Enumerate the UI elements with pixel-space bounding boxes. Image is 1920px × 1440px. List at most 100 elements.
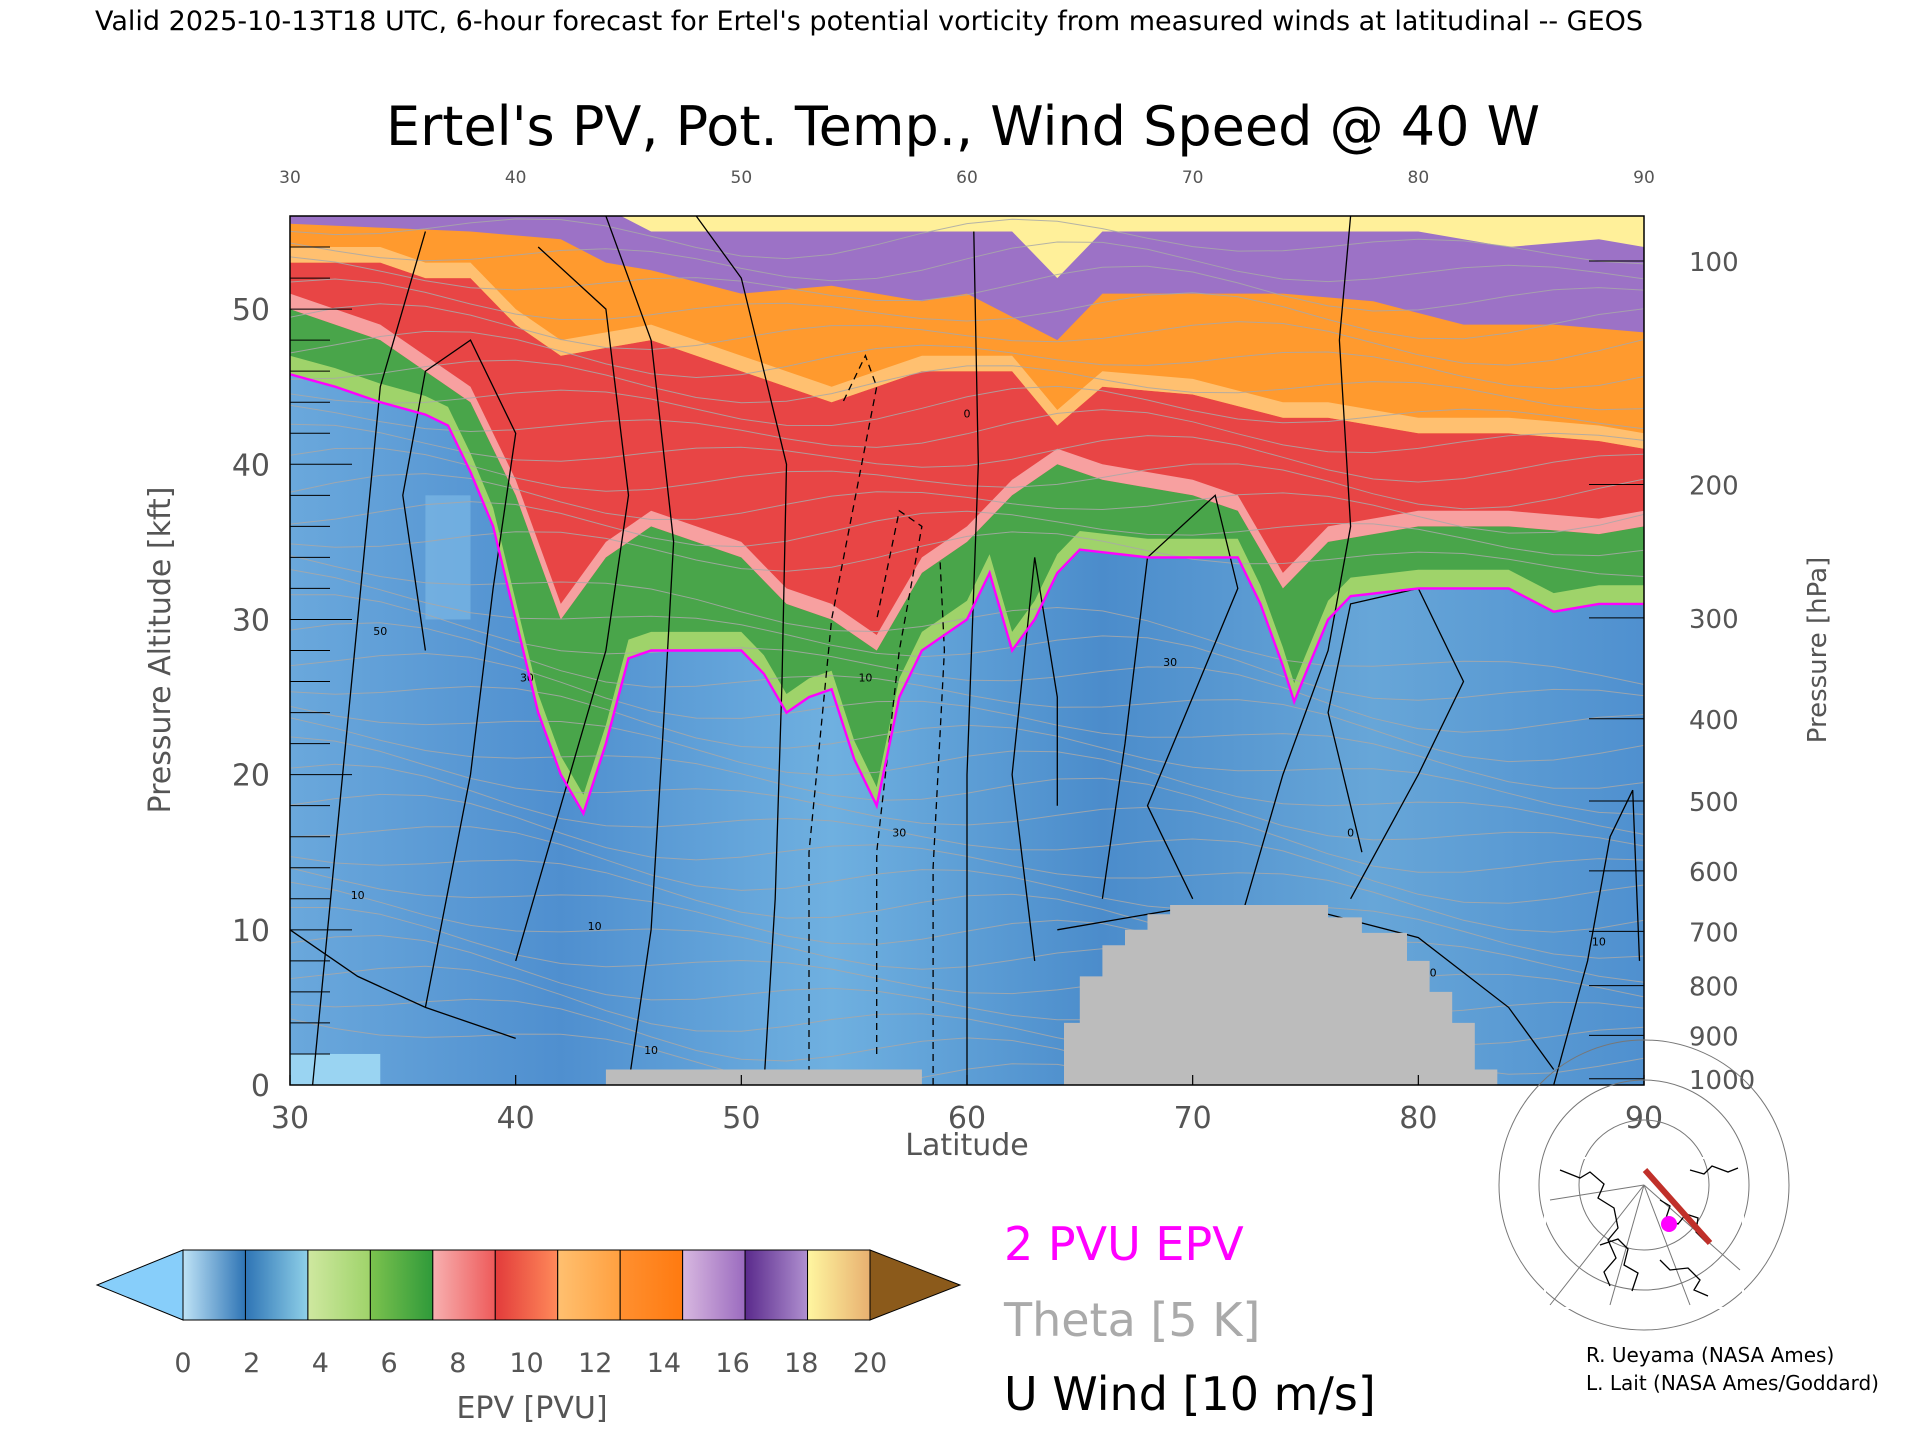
colorbar-segment bbox=[744, 1249, 809, 1321]
x-top-tick-label: 80 bbox=[1408, 168, 1430, 188]
u-wind-contour bbox=[402, 339, 517, 1008]
terrain-mask bbox=[605, 905, 1498, 1085]
theta-contour bbox=[290, 652, 1644, 789]
u-wind-contour-label: 0 bbox=[964, 408, 971, 421]
colorbar-tick-label: 20 bbox=[853, 1348, 887, 1379]
colorbar-tick-label: 4 bbox=[312, 1348, 329, 1379]
tropopause-2pvu bbox=[290, 373, 1644, 817]
colorbar-tick-label: 16 bbox=[715, 1348, 749, 1379]
x-top-tick-label: 50 bbox=[731, 168, 753, 188]
theta-contour bbox=[290, 501, 1644, 557]
colorbar-tick-label: 10 bbox=[509, 1348, 543, 1379]
theta-contour bbox=[290, 241, 1644, 283]
chart-title: Ertel's PV, Pot. Temp., Wind Speed @ 40 … bbox=[386, 95, 1540, 158]
y-tick-label: 50 bbox=[232, 293, 270, 328]
x-top-tick-label: 60 bbox=[956, 168, 978, 188]
colorbar-tick-label: 2 bbox=[243, 1348, 260, 1379]
colorbar-segment bbox=[807, 1249, 871, 1321]
forecast-banner: Valid 2025-10-13T18 UTC, 6-hour forecast… bbox=[95, 6, 1643, 37]
u-wind-contour-label: 10 bbox=[858, 672, 872, 685]
theta-contour bbox=[290, 447, 1644, 510]
pressure-tick-label: 300 bbox=[1689, 605, 1739, 635]
y-tick-label: 40 bbox=[232, 448, 270, 483]
theta-contour bbox=[290, 531, 1644, 577]
pressure-tick-label: 500 bbox=[1689, 788, 1739, 818]
inset-coastlines bbox=[1559, 1165, 1739, 1297]
theta-contour bbox=[290, 278, 1644, 340]
colorbar-segment bbox=[432, 1249, 496, 1321]
u-wind-contour-label: 10 bbox=[351, 889, 365, 902]
inset-cross-section-track bbox=[1642, 1168, 1713, 1245]
pressure-tick-label: 400 bbox=[1689, 706, 1739, 736]
pressure-tick-label: 900 bbox=[1689, 1022, 1739, 1052]
pv-band-yellow bbox=[621, 216, 1644, 279]
axes: 3030404050506060707080809090010203040501… bbox=[232, 168, 1755, 1136]
colorbar-tick-label: 6 bbox=[381, 1348, 398, 1379]
colorbar-under-arrow bbox=[95, 1249, 184, 1321]
theta-contour bbox=[290, 330, 1644, 390]
colorbar-tick-label: 14 bbox=[647, 1348, 681, 1379]
u-wind-contour-label: 0 bbox=[1347, 827, 1354, 840]
u-wind-contour bbox=[605, 216, 675, 1085]
pressure-tick-label: 100 bbox=[1689, 248, 1739, 278]
inset-location-marker bbox=[1661, 1216, 1677, 1232]
theta-contour bbox=[290, 594, 1644, 733]
u-wind-contour bbox=[1553, 789, 1641, 1085]
u-wind-contour-negative bbox=[876, 509, 923, 1054]
u-wind-contour-label: 10 bbox=[1592, 935, 1606, 948]
y-tick-label: 30 bbox=[232, 603, 270, 638]
pv-band-purple bbox=[290, 216, 1644, 341]
u-wind-contour bbox=[966, 231, 979, 1085]
colorbar-segment bbox=[682, 1249, 746, 1321]
theta-contour bbox=[290, 685, 1644, 815]
legend-wind: U Wind [10 m/s] bbox=[1004, 1367, 1376, 1421]
u-wind-contour bbox=[695, 216, 788, 1085]
x-tick-label: 90 bbox=[1625, 1101, 1663, 1136]
x-tick-label: 60 bbox=[948, 1101, 986, 1136]
theta-contour bbox=[290, 404, 1644, 454]
low-pv-patch bbox=[290, 1053, 381, 1085]
u-wind-contour-label: 50 bbox=[373, 625, 387, 638]
credit-line-1: R. Ueyama (NASA Ames) bbox=[1586, 1343, 1834, 1367]
colorbar-label: EPV [PVU] bbox=[456, 1391, 607, 1426]
theta-contour bbox=[290, 303, 1644, 366]
terrain bbox=[605, 905, 1498, 1085]
y-axis-label: Pressure Altitude [kft] bbox=[143, 487, 178, 814]
u-wind-contour bbox=[515, 246, 630, 962]
pressure-tick-label: 700 bbox=[1689, 918, 1739, 948]
theta-contour bbox=[290, 622, 1644, 763]
colorbar-segment bbox=[182, 1249, 246, 1321]
colorbar-segment bbox=[307, 1249, 371, 1321]
u-wind-contour bbox=[1237, 216, 1352, 930]
theta-contour bbox=[290, 705, 1644, 835]
pressure-tick-label: 600 bbox=[1689, 858, 1739, 888]
x-top-tick-label: 30 bbox=[279, 168, 301, 188]
x-tick-label: 40 bbox=[497, 1101, 535, 1136]
x-tick-label: 30 bbox=[271, 1101, 309, 1136]
colorbar-segment bbox=[244, 1249, 309, 1321]
colorbar-tick-label: 12 bbox=[578, 1348, 612, 1379]
colorbar-tick-label: 0 bbox=[174, 1348, 191, 1379]
x-tick-label: 50 bbox=[722, 1101, 760, 1136]
x-top-tick-label: 40 bbox=[505, 168, 527, 188]
pressure-tick-label: 200 bbox=[1689, 471, 1739, 501]
colorbar-segment bbox=[494, 1249, 559, 1321]
tropopause-2pvu-line bbox=[290, 373, 1644, 817]
u-wind-contour-label: 30 bbox=[892, 827, 906, 840]
y-tick-label: 0 bbox=[251, 1069, 270, 1104]
u-wind-contour bbox=[1011, 557, 1058, 961]
pressure-tick-label: 800 bbox=[1689, 973, 1739, 1003]
credit-line-2: L. Lait (NASA Ames/Goddard) bbox=[1586, 1371, 1879, 1395]
theta-contour bbox=[290, 385, 1644, 430]
y-tick-label: 10 bbox=[232, 914, 270, 949]
u-wind-contour bbox=[1101, 494, 1239, 900]
pv-band-lightorange bbox=[290, 247, 1644, 449]
u-wind-contour-label: 10 bbox=[644, 1044, 658, 1057]
y-tick-label: 20 bbox=[232, 759, 270, 794]
colorbar: 0 2 4 6 8 10 12 14 16 18 20 bbox=[95, 1249, 962, 1379]
theta-contour bbox=[290, 423, 1644, 483]
x-top-tick-label: 70 bbox=[1182, 168, 1204, 188]
legend-theta: Theta [5 K] bbox=[1003, 1293, 1260, 1347]
